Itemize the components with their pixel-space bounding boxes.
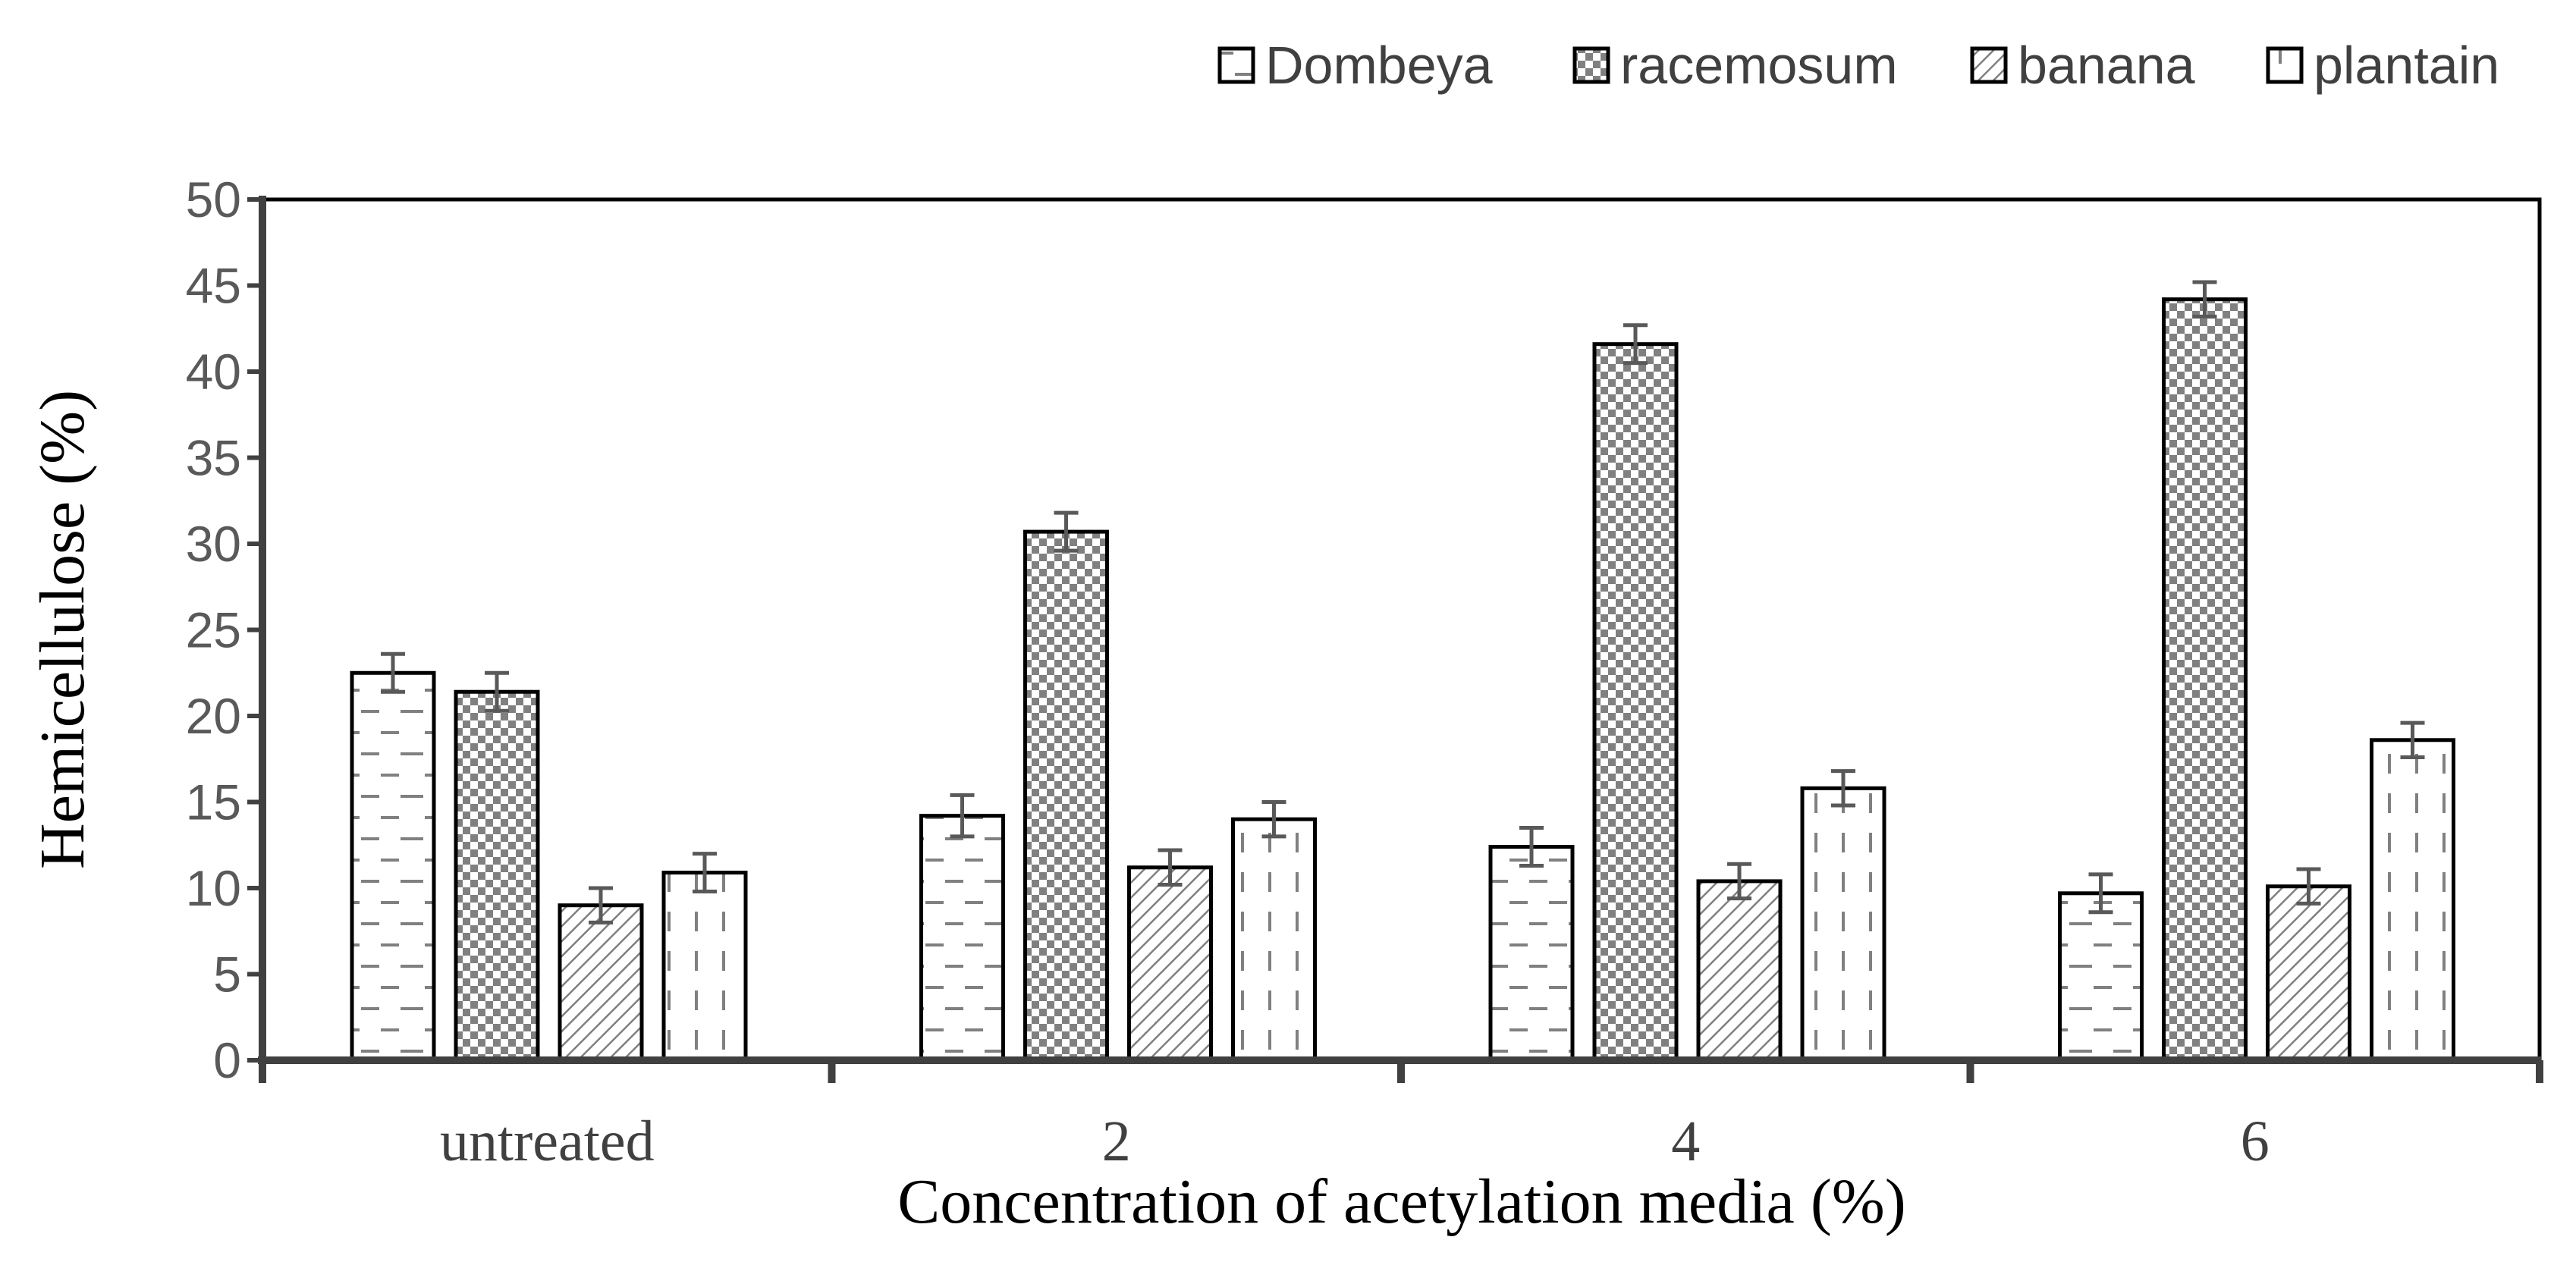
error-bar <box>1519 826 1544 868</box>
error-bar <box>2192 280 2217 319</box>
legend-item-racemosum: racemosum <box>1572 36 1898 95</box>
error-bar <box>1727 862 1751 901</box>
y-tick-label: 40 <box>186 344 241 400</box>
x-axis-title: Concentration of acetylation media (%) <box>897 1166 1905 1237</box>
y-tick-label: 20 <box>186 688 241 744</box>
error-bar <box>693 852 717 894</box>
y-tick-label: 25 <box>186 602 241 658</box>
bar-banana-2 <box>1127 865 1213 1063</box>
legend-label: banana <box>2018 36 2195 95</box>
bar-plantain-6 <box>2370 738 2455 1063</box>
y-tick-label: 50 <box>186 171 241 228</box>
y-axis-title: Hemicellulose (%) <box>27 390 98 869</box>
bar-plantain-2 <box>1231 817 1317 1063</box>
error-bar <box>381 651 405 694</box>
error-bar <box>1623 323 1648 366</box>
bar-racemosum-4 <box>1592 342 1679 1063</box>
legend-item-banana: banana <box>1970 36 2195 95</box>
legend-label: plantain <box>2314 36 2499 95</box>
x-tick-label: 2 <box>1102 1110 1131 1173</box>
y-tick-label: 10 <box>186 860 241 916</box>
error-bar <box>2088 872 2113 915</box>
legend: Dombeya racemosum banana plantain <box>1217 36 2499 95</box>
error-bar <box>1261 800 1286 839</box>
legend-label: racemosum <box>1620 36 1898 95</box>
bar-banana-4 <box>1696 879 1783 1063</box>
y-tick-label: 35 <box>186 430 241 486</box>
x-tick-label: 4 <box>1671 1110 1700 1173</box>
legend-label: Dombeya <box>1265 36 1493 95</box>
y-tick-label: 5 <box>213 946 241 1003</box>
bar-racemosum-2 <box>1023 529 1109 1063</box>
error-bar <box>485 670 509 713</box>
bar-dombeya-untreated <box>350 670 436 1063</box>
bar-dombeya-2 <box>919 814 1005 1063</box>
bar-racemosum-untreated <box>454 689 540 1063</box>
bar-plantain-untreated <box>661 871 748 1063</box>
y-tick-label: 45 <box>186 258 241 314</box>
y-tick-label: 30 <box>186 516 241 572</box>
bar-banana-untreated <box>558 903 644 1063</box>
y-tick-label: 15 <box>186 774 241 830</box>
legend-swatch <box>1970 46 2008 84</box>
legend-swatch <box>2266 46 2304 84</box>
error-bar <box>589 886 613 925</box>
bar-dombeya-4 <box>1488 845 1575 1063</box>
error-bar <box>1831 769 1855 808</box>
bar-dombeya-6 <box>2058 891 2144 1063</box>
bar-banana-6 <box>2266 884 2351 1063</box>
legend-swatch <box>1572 46 1610 84</box>
x-tick-label: untreated <box>440 1110 655 1173</box>
bar-plantain-4 <box>1800 786 1886 1063</box>
error-bar <box>1054 510 1079 553</box>
bar-racemosum-6 <box>2162 297 2248 1063</box>
error-bar <box>2400 720 2425 759</box>
legend-swatch <box>1217 46 1255 84</box>
y-tick-label: 0 <box>213 1032 241 1088</box>
legend-item-dombeya: Dombeya <box>1217 36 1493 95</box>
error-bar <box>950 793 975 839</box>
error-bar <box>2296 867 2321 906</box>
error-bar <box>1158 848 1183 887</box>
x-tick-label: 6 <box>2241 1110 2270 1173</box>
legend-item-plantain: plantain <box>2266 36 2499 95</box>
